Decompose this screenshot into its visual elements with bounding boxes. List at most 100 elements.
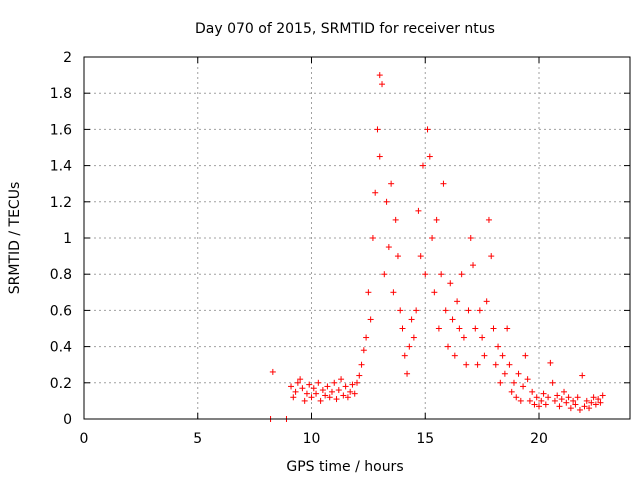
x-tick-label: 10	[303, 431, 321, 447]
data-point	[297, 376, 304, 383]
data-point	[308, 394, 315, 401]
data-point	[567, 405, 574, 412]
data-point	[456, 325, 463, 332]
data-point	[572, 401, 579, 408]
data-point	[447, 280, 454, 287]
data-point	[495, 343, 502, 350]
y-tick-label: 0	[63, 412, 72, 428]
data-point	[542, 401, 549, 408]
data-point	[488, 253, 495, 260]
data-point	[570, 397, 577, 404]
data-point	[472, 325, 479, 332]
data-point	[458, 271, 465, 278]
data-point	[442, 307, 449, 314]
data-point	[399, 325, 406, 332]
data-point	[481, 352, 488, 359]
data-point	[465, 307, 472, 314]
data-point	[586, 405, 593, 412]
data-point	[579, 372, 586, 379]
data-point	[483, 298, 490, 305]
data-point	[404, 370, 411, 377]
data-point	[367, 316, 374, 323]
data-point	[536, 403, 542, 410]
data-point	[474, 361, 481, 368]
data-point	[363, 334, 370, 341]
data-point	[394, 253, 401, 260]
data-point	[463, 361, 470, 368]
data-point	[449, 316, 456, 323]
data-point	[549, 379, 556, 386]
data-point	[574, 394, 581, 401]
data-point	[545, 394, 552, 401]
data-point	[406, 343, 413, 350]
data-point	[485, 216, 492, 223]
data-point	[292, 388, 299, 395]
data-point	[583, 397, 590, 404]
data-point	[497, 379, 504, 386]
x-tick-label: 5	[193, 431, 202, 447]
data-point	[331, 379, 338, 386]
data-point	[374, 126, 381, 133]
data-point	[460, 334, 467, 341]
data-point	[501, 370, 508, 377]
data-point	[313, 390, 320, 397]
data-point	[333, 396, 340, 403]
data-point	[413, 307, 420, 314]
y-tick-label: 0.8	[50, 267, 72, 283]
data-point	[383, 198, 390, 205]
y-tick-label: 1	[63, 231, 72, 247]
data-point	[526, 397, 533, 404]
data-point	[424, 126, 431, 133]
data-point	[595, 396, 602, 403]
data-point	[349, 381, 356, 388]
data-point	[372, 189, 379, 196]
data-point	[381, 271, 388, 278]
data-point	[470, 262, 477, 269]
data-point	[294, 379, 301, 386]
data-point	[540, 390, 547, 397]
data-point	[445, 343, 451, 350]
data-point	[529, 388, 536, 395]
data-point	[508, 388, 515, 395]
data-point	[306, 381, 313, 388]
data-point	[415, 207, 422, 214]
data-point	[417, 253, 424, 260]
data-point	[565, 394, 572, 401]
data-point	[597, 399, 604, 406]
data-point	[354, 379, 360, 386]
data-point	[328, 388, 335, 395]
data-point	[269, 368, 276, 375]
data-point	[561, 388, 568, 395]
data-point	[588, 399, 595, 406]
data-point	[376, 72, 383, 79]
data-point	[410, 334, 417, 341]
data-point	[388, 180, 395, 187]
data-point	[401, 352, 408, 359]
y-tick-label: 1.4	[50, 159, 72, 175]
data-point	[351, 390, 358, 397]
x-tick-label: 0	[80, 431, 89, 447]
data-point	[556, 403, 563, 410]
data-point	[558, 396, 565, 403]
data-point	[385, 244, 392, 251]
data-point	[590, 394, 597, 401]
data-point	[429, 235, 436, 241]
y-tick-label: 1.2	[50, 195, 72, 211]
data-point	[592, 401, 599, 408]
data-point	[422, 271, 429, 278]
data-point	[365, 289, 372, 296]
data-point	[317, 397, 324, 404]
data-point	[476, 307, 483, 314]
data-point	[324, 383, 331, 390]
data-point	[322, 392, 329, 399]
data-point	[438, 271, 445, 278]
data-point	[426, 153, 433, 160]
data-point	[513, 394, 520, 401]
points-layer	[267, 72, 606, 422]
data-point	[392, 216, 399, 223]
data-point	[315, 379, 322, 386]
data-point	[342, 383, 349, 390]
data-point	[520, 383, 527, 390]
data-point	[347, 388, 354, 395]
